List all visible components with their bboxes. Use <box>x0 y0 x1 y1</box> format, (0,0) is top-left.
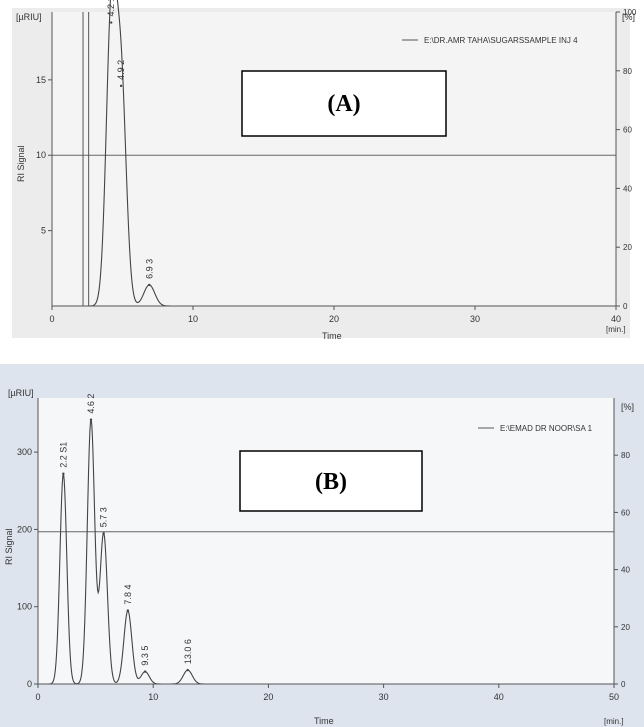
chart-a-ylabel: RI Signal <box>16 145 26 182</box>
chart-a-peak-apex <box>110 21 113 24</box>
chart-a-y2-tick-label: 80 <box>623 67 632 76</box>
chart-b-x-tick-label: 20 <box>263 692 273 702</box>
chart-a-peak-apex <box>148 283 151 287</box>
chart-b-xlabel: Time <box>314 716 334 726</box>
chromatogram-a: 4.2 1 4.9 2 6.9 3 0 10 20 30 40 5 10 15 0 20 40 60 80 1… <box>12 0 637 341</box>
chart-a-y-tick-label: 10 <box>36 150 46 160</box>
chromatogram-b: 2.2 S1 4.6 2 5.7 3 7.8 4 9.3 5 13.0 6 0 10 20 30… <box>0 364 644 727</box>
chart-b-peak-label: 13.0 6 <box>183 639 193 664</box>
chart-b-peak-label: 4.6 2 <box>86 394 96 414</box>
chart-b-y2-tick-label: 0 <box>621 680 626 689</box>
panel-label-box-b <box>239 450 423 512</box>
chart-a-y2-tick-label: 100 <box>623 8 637 17</box>
chart-a-y-tick-label: 15 <box>36 75 46 85</box>
chart-b-peak-label: 7.8 4 <box>123 585 133 605</box>
chart-b-x-tick-label: 0 <box>35 692 40 702</box>
chart-b-x-tick-label: 40 <box>494 692 504 702</box>
chart-a-peak-apex <box>119 84 123 88</box>
chart-b-x-tick-label: 10 <box>148 692 158 702</box>
panel-label-b: (B) <box>315 469 347 495</box>
chart-a-peak-label: 6.9 3 <box>144 259 154 279</box>
chart-a-y2-tick-label: 20 <box>623 243 632 252</box>
chart-a-y2-tick-label: 60 <box>623 126 632 135</box>
chart-a-ticks: 0 10 20 30 40 5 10 15 0 20 40 60 80 100 <box>36 8 637 324</box>
chart-a-y-unit: [µRIU] <box>16 12 42 22</box>
chart-b-peak-label: 9.3 5 <box>140 646 150 666</box>
chart-b-peak-apex <box>143 670 147 673</box>
chart-a-y2-tick-label: 0 <box>623 302 628 311</box>
chart-a-x-unit: [min.] <box>606 325 626 334</box>
chart-b-peak-apex <box>62 472 65 475</box>
chart-a-x-tick-label: 40 <box>611 314 621 324</box>
chart-b-y-tick-label: 200 <box>17 524 32 534</box>
chart-a-peak-label: 4.9 2 <box>116 60 126 80</box>
chart-b-y2-tick-label: 60 <box>621 508 630 517</box>
panel-label-a: (A) <box>327 91 360 117</box>
chart-a-y-tick-label: 5 <box>41 226 46 236</box>
chart-b-legend-entry: E:\EMAD DR NOOR\SA 1 <box>500 424 593 433</box>
chart-b-x-unit: [min.] <box>604 717 624 726</box>
chart-a-x-tick-label: 0 <box>49 314 54 324</box>
chart-a-legend-entry: E:\DR.AMR TAHA\SUGARSSAMPLE INJ 4 <box>424 36 578 45</box>
chart-b-peak-label: 2.2 S1 <box>58 442 68 468</box>
chart-b-peak-apex <box>186 668 189 672</box>
chart-b-plot-area <box>38 398 614 684</box>
chart-a-x-tick-label: 30 <box>470 314 480 324</box>
chart-b-y-tick-label: 0 <box>27 679 32 689</box>
chart-b-peak-apex <box>126 609 130 612</box>
chart-b-y2-tick-label: 40 <box>621 566 630 575</box>
chart-a-x-tick-label: 20 <box>329 314 339 324</box>
chart-b-peak-apex <box>102 532 105 535</box>
chart-b-y2-unit: [%] <box>621 402 634 412</box>
chart-a-y2-tick-label: 40 <box>623 184 632 193</box>
chart-b-y-tick-label: 100 <box>17 602 32 612</box>
chart-b-ylabel: RI Signal <box>4 528 14 565</box>
chart-a-grid <box>52 12 616 306</box>
chart-a-peak-label: 4.2 1 <box>106 0 116 17</box>
chart-b-peak-apex <box>89 418 93 421</box>
chart-b-x-tick-label: 50 <box>609 692 619 702</box>
chart-b-peak-label: 5.7 3 <box>99 507 109 527</box>
chart-b-y-unit: [µRIU] <box>8 388 34 398</box>
chart-b-y2-tick-label: 80 <box>621 451 630 460</box>
chart-b-y2-tick-label: 20 <box>621 623 630 632</box>
panel-label-box-a <box>241 70 447 137</box>
chart-a-y2-unit: [%] <box>622 12 635 22</box>
chart-a-x-tick-label: 10 <box>188 314 198 324</box>
chart-a-xlabel: Time <box>322 331 342 341</box>
chart-b-y-tick-label: 300 <box>17 447 32 457</box>
chart-a-plot-area <box>52 12 616 306</box>
chart-b-x-tick-label: 30 <box>379 692 389 702</box>
